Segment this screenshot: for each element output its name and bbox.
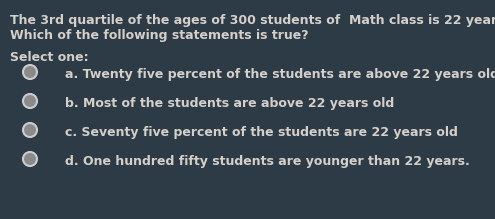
Circle shape bbox=[23, 94, 37, 108]
Text: b. Most of the students are above 22 years old: b. Most of the students are above 22 yea… bbox=[65, 97, 394, 110]
Text: d. One hundred fifty students are younger than 22 years.: d. One hundred fifty students are younge… bbox=[65, 155, 470, 168]
Circle shape bbox=[23, 152, 37, 166]
Circle shape bbox=[23, 65, 37, 79]
Text: c. Seventy five percent of the students are 22 years old: c. Seventy five percent of the students … bbox=[65, 126, 458, 139]
Text: Select one:: Select one: bbox=[10, 51, 89, 64]
Circle shape bbox=[23, 123, 37, 137]
Text: The 3rd quartile of the ages of 300 students of  Math class is 22 years.: The 3rd quartile of the ages of 300 stud… bbox=[10, 14, 495, 27]
Text: Which of the following statements is true?: Which of the following statements is tru… bbox=[10, 29, 308, 42]
Text: a. Twenty five percent of the students are above 22 years old: a. Twenty five percent of the students a… bbox=[65, 68, 495, 81]
